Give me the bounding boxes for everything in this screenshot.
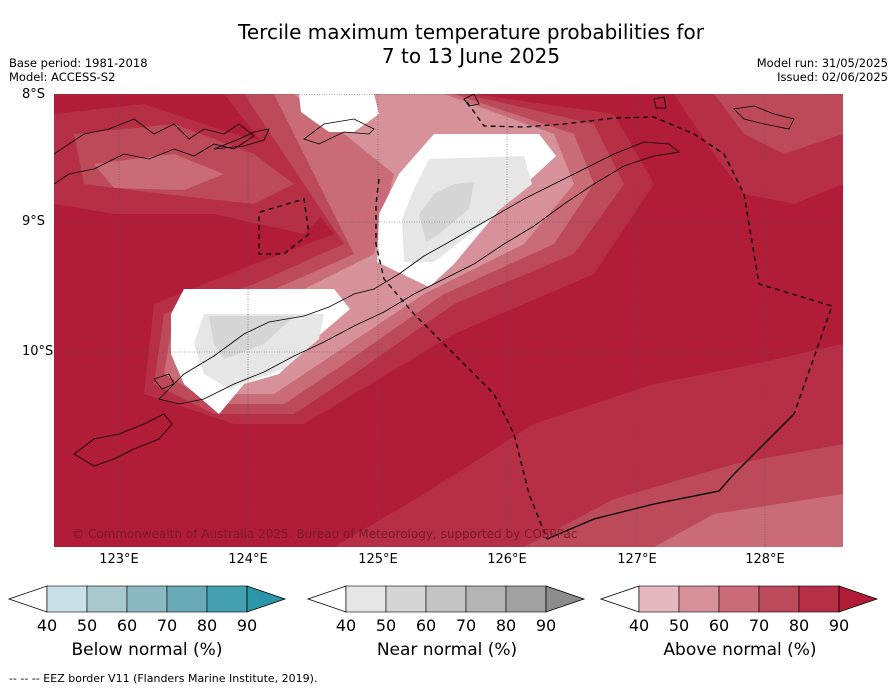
above-60-zone-nw — [94, 154, 224, 190]
legend-below-tick: 60 — [117, 616, 137, 635]
model-run-text: Model run: 31/05/2025 — [756, 56, 888, 70]
model-text: Model: ACCESS-S2 — [9, 70, 116, 84]
flores-coastline — [54, 118, 255, 185]
legend-near-swatch — [385, 585, 427, 613]
graticule — [54, 94, 843, 547]
legend-near-tick: 70 — [456, 616, 476, 635]
chart-title: Tercile maximum temperature probabilitie… — [0, 20, 896, 68]
legend-below-tick: 80 — [197, 616, 217, 635]
eez-border-solid — [546, 413, 795, 540]
above-60-zone — [654, 494, 843, 547]
legend-bars: 40 50 60 70 80 90 40 50 60 70 80 90 40 50 60 70 80 90 — [7, 585, 879, 635]
eez-border — [258, 101, 833, 540]
legend-near-swatch — [465, 585, 507, 613]
legend-above-swatch — [678, 585, 720, 613]
legend-near-min-arrow — [306, 585, 347, 613]
legend-near-tick: 90 — [536, 616, 556, 635]
east-islands-coastline — [653, 96, 795, 130]
rote-coastline — [153, 373, 175, 390]
legend-near-swatch — [345, 585, 387, 613]
legend-below-max-arrow — [246, 585, 287, 613]
legend-above-tick: 50 — [669, 616, 689, 635]
lat-label-8s: 8°S — [22, 87, 46, 102]
base-period-text: Base period: 1981-2018 — [9, 56, 148, 70]
legend-near-max-arrow — [545, 585, 586, 613]
wetar-coastline — [303, 118, 375, 145]
legend-above-tick: 70 — [749, 616, 769, 635]
legend-above-swatch — [638, 585, 680, 613]
lon-label-127e: 127°E — [617, 552, 657, 567]
coastlines — [54, 94, 795, 467]
lat-label-10s: 10°S — [22, 344, 54, 359]
alor-coastline — [213, 128, 270, 150]
white-patch-north — [299, 94, 379, 132]
legend-below-swatch — [166, 585, 208, 613]
legend-above-tick: 90 — [829, 616, 849, 635]
lon-label-126e: 126°E — [487, 552, 527, 567]
legend-above-min-arrow — [599, 585, 640, 613]
above-70-zone-ne — [714, 94, 843, 154]
probability-map: © Commonwealth of Australia 2025. Bureau… — [54, 94, 843, 547]
legend-near-tick: 50 — [376, 616, 396, 635]
title-line-2: 7 to 13 June 2025 — [381, 44, 561, 68]
legend-near-tick: 80 — [496, 616, 516, 635]
legend-near-swatch — [505, 585, 547, 613]
legend-above-tick: 60 — [709, 616, 729, 635]
legend-below-swatch — [126, 585, 168, 613]
title-line-1: Tercile maximum temperature probabilitie… — [238, 20, 704, 44]
legend-below-tick: 40 — [37, 616, 57, 635]
lon-label-125e: 125°E — [358, 552, 398, 567]
lon-label-128e: 128°E — [745, 552, 785, 567]
legend-above-tick: 40 — [629, 616, 649, 635]
legend-near-swatch — [425, 585, 467, 613]
legend-near-tick: 40 — [336, 616, 356, 635]
issued-text: Issued: 02/06/2025 — [777, 70, 888, 84]
legend-below-swatch — [86, 585, 128, 613]
near-normal-east-inner — [419, 182, 474, 242]
legend-above-tick: 80 — [789, 616, 809, 635]
legend-above-swatch — [758, 585, 800, 613]
lat-label-9s: 9°S — [22, 214, 46, 229]
legend-below-tick: 70 — [157, 616, 177, 635]
legend-above-swatch — [798, 585, 840, 613]
legend-below-tick: 50 — [77, 616, 97, 635]
legend-title-near: Near normal (%) — [376, 640, 518, 660]
lon-label-123e: 123°E — [99, 552, 139, 567]
copyright-text: © Commonwealth of Australia 2025. Bureau… — [72, 527, 577, 541]
legend-title-above: Above normal (%) — [663, 640, 817, 660]
legend-below-tick: 90 — [237, 616, 257, 635]
legend-title-below: Below normal (%) — [71, 640, 223, 660]
meta-right: Model run: 31/05/2025 Issued: 02/06/2025 — [757, 56, 888, 84]
sumba-coastline — [73, 413, 173, 467]
legend-near-tick: 60 — [416, 616, 436, 635]
legend-below-swatch — [46, 585, 88, 613]
legend-below-swatch — [206, 585, 248, 613]
footnote-eez: -- -- -- EEZ border V11 (Flanders Marine… — [9, 672, 318, 685]
small-island — [463, 94, 480, 107]
legend-above-max-arrow — [838, 585, 879, 613]
timor-coastline — [158, 141, 680, 405]
near-normal-west-inner — [209, 316, 294, 359]
meta-left: Base period: 1981-2018 Model: ACCESS-S2 — [9, 56, 148, 84]
legend-below-min-arrow — [7, 585, 48, 613]
legend-above-swatch — [718, 585, 760, 613]
lon-label-124e: 124°E — [228, 552, 268, 567]
